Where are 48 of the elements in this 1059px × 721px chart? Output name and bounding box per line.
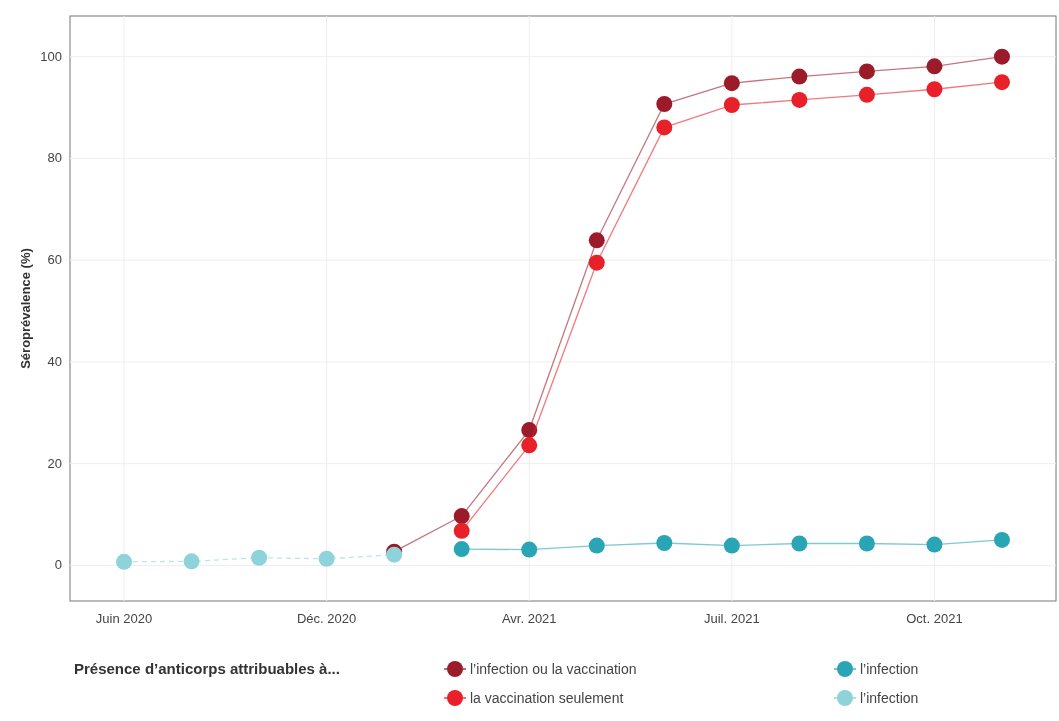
legend-label: l’infection [860, 661, 919, 677]
point [993, 48, 1010, 65]
x-tick-label: Juin 2020 [95, 611, 153, 626]
point [116, 553, 133, 570]
point [588, 232, 605, 249]
point [521, 437, 538, 454]
point [858, 86, 875, 103]
x-tick-label: Avr. 2021 [501, 611, 557, 626]
point [993, 531, 1010, 548]
x-tick-label: Déc. 2020 [297, 611, 357, 626]
legend-label: la vaccination seulement [470, 690, 624, 706]
point [656, 535, 673, 552]
point [791, 535, 808, 552]
legend-label: l’infection ou la vaccination [470, 661, 637, 677]
point [588, 254, 605, 271]
x-tick-label: Juil. 2021 [704, 611, 760, 626]
legend-title: Présence d’anticorps attribuables à... [74, 660, 340, 677]
y-tick-label: 20 [47, 455, 62, 471]
point [723, 75, 740, 92]
point [521, 422, 538, 439]
point [791, 91, 808, 108]
point [588, 537, 605, 554]
point [926, 58, 943, 75]
point [453, 541, 470, 558]
point [926, 81, 943, 98]
point [723, 537, 740, 554]
y-tick-label: 0 [54, 557, 62, 573]
point [656, 119, 673, 136]
y-tick-label: 80 [47, 150, 62, 166]
point [453, 522, 470, 539]
y-tick-label: 40 [47, 353, 62, 369]
point [993, 74, 1010, 91]
point [453, 508, 470, 525]
point [858, 63, 875, 80]
point [183, 553, 200, 570]
y-tick-label: 100 [40, 48, 62, 64]
point [723, 97, 740, 114]
point [521, 541, 538, 558]
y-axis-title: Séroprévalence (%) [18, 248, 33, 369]
x-tick-label: Oct. 2021 [906, 611, 963, 626]
y-tick-label: 60 [47, 252, 62, 268]
legend-label: l’infection [860, 690, 919, 706]
point [318, 550, 335, 567]
point [926, 536, 943, 553]
point [656, 96, 673, 112]
point [791, 68, 808, 85]
point [251, 549, 268, 566]
point [858, 535, 875, 552]
